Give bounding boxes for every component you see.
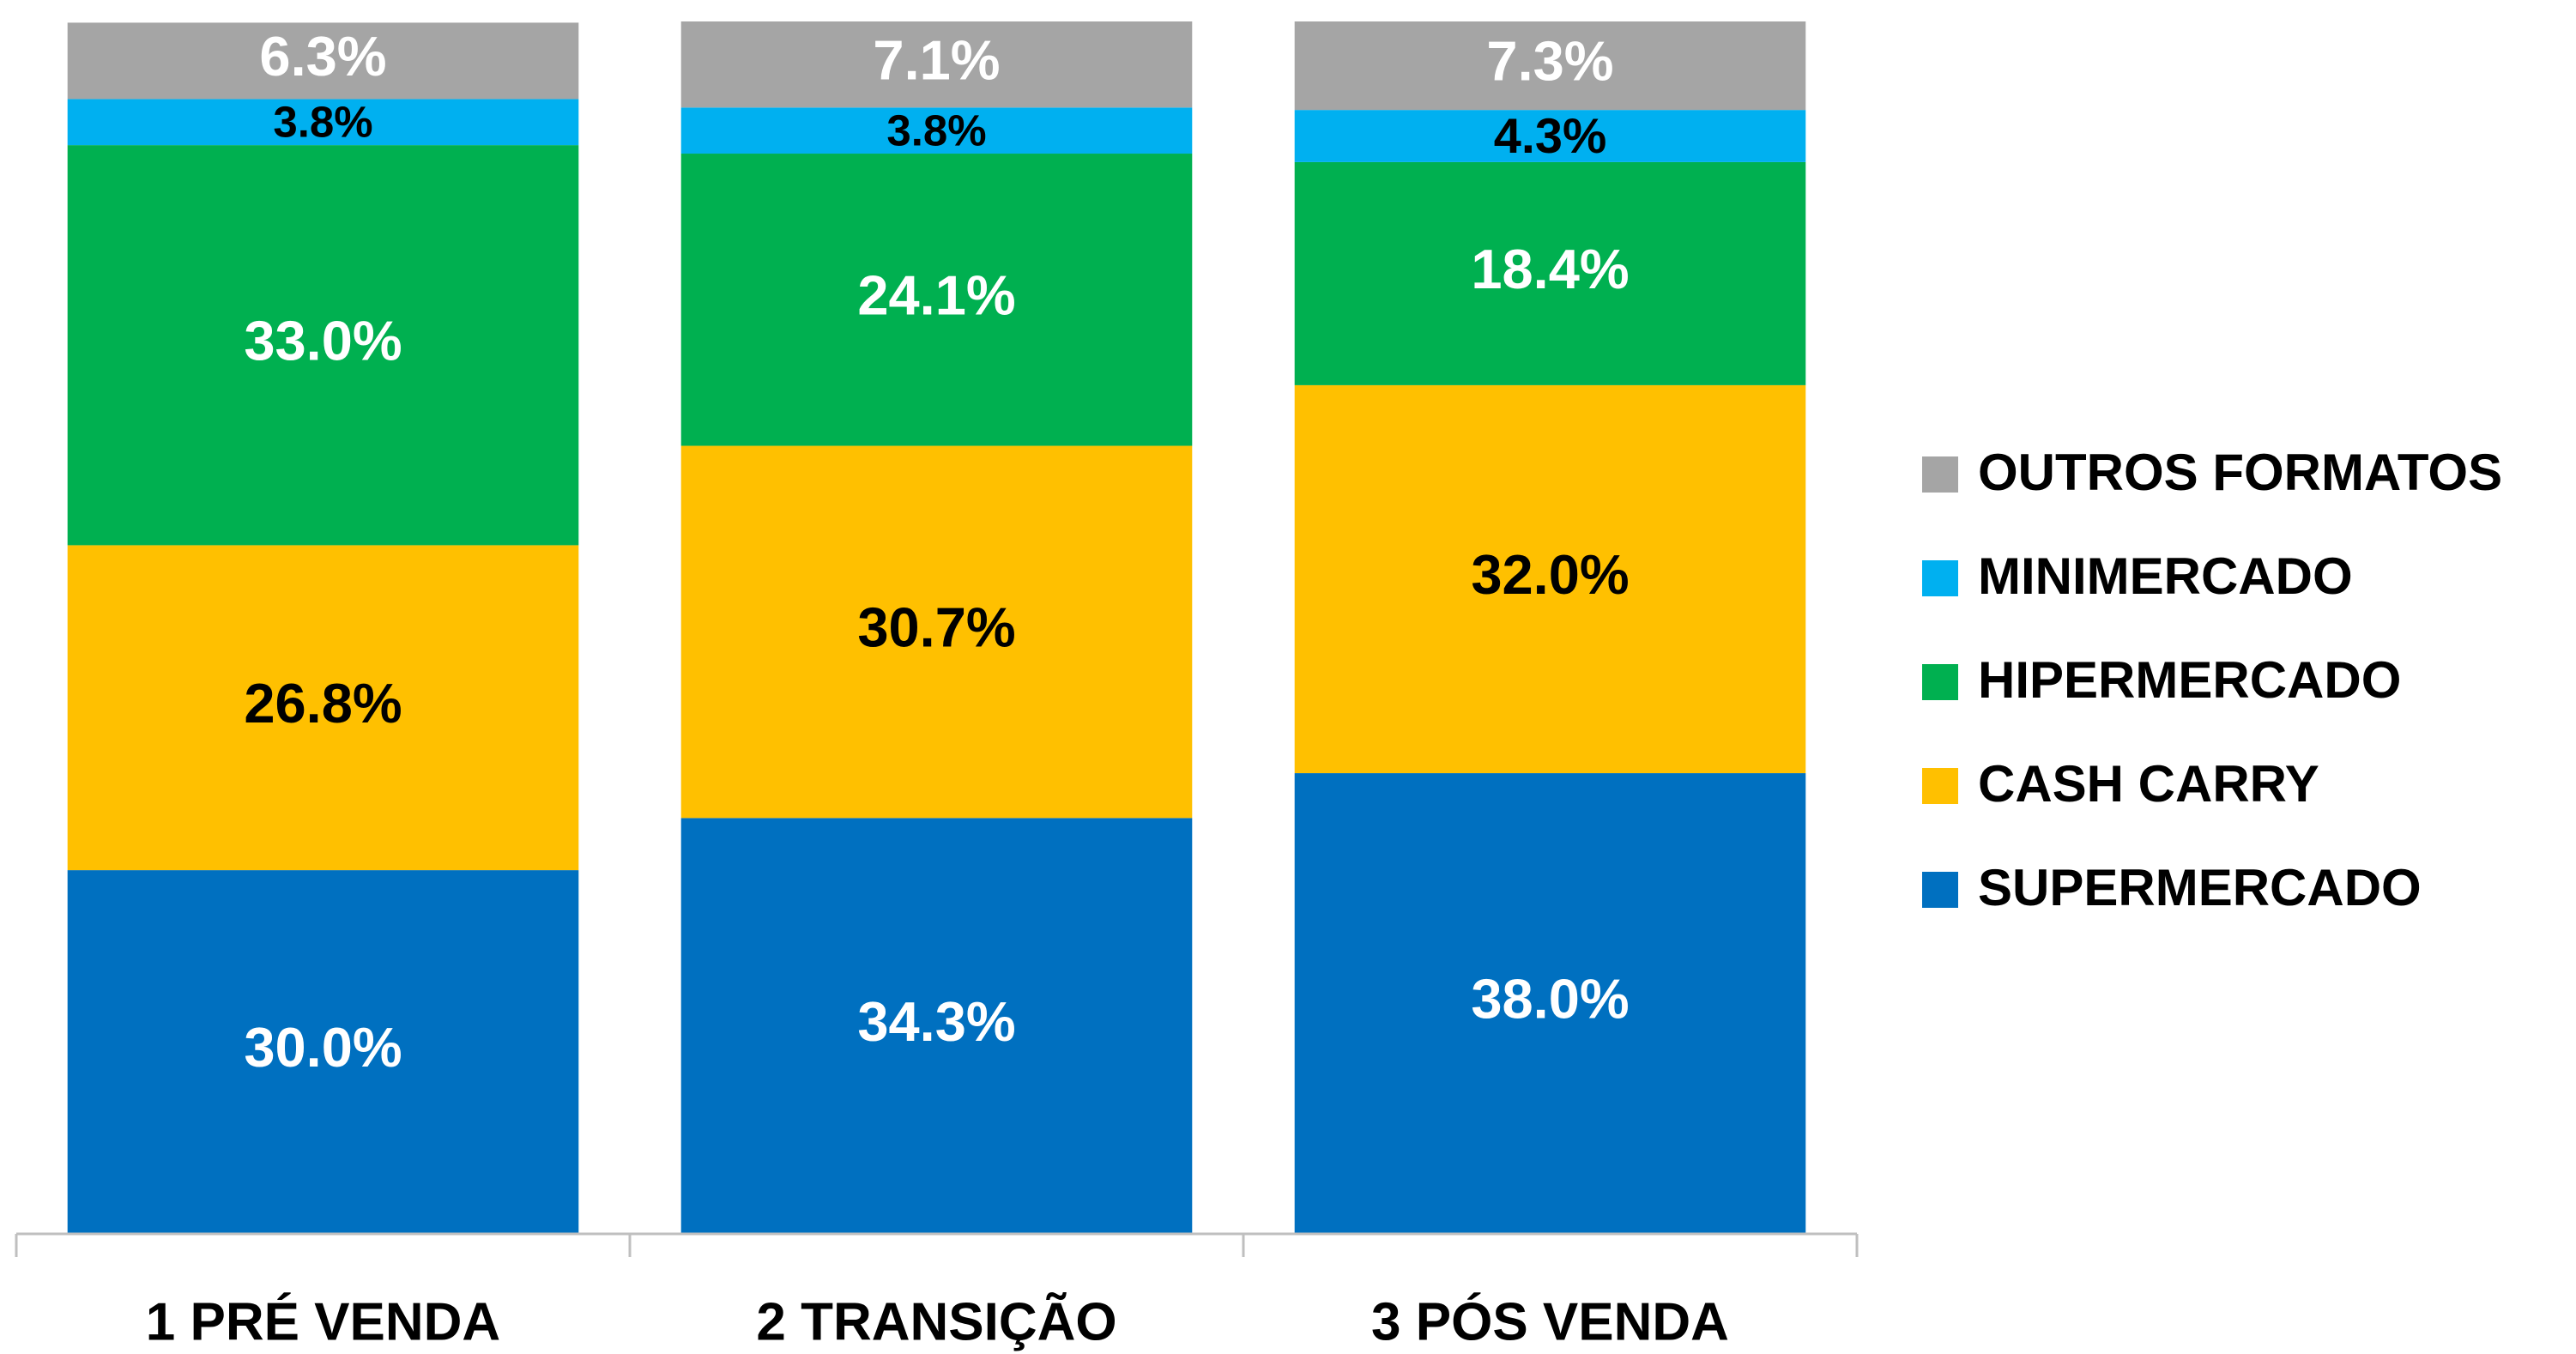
data-label: 6.3% bbox=[259, 25, 386, 88]
bar-segment bbox=[67, 545, 579, 871]
legend-label: MINIMERCADO bbox=[1978, 547, 2353, 605]
data-label: 18.4% bbox=[1471, 238, 1629, 300]
bar-segment bbox=[680, 818, 1193, 1234]
data-label: 32.0% bbox=[1471, 543, 1629, 606]
data-label: 34.3% bbox=[857, 990, 1015, 1053]
bar-segment bbox=[67, 22, 579, 100]
legend-swatch bbox=[1922, 872, 1958, 908]
bar-segment bbox=[680, 445, 1193, 819]
data-label: 26.8% bbox=[244, 672, 402, 734]
legend-swatch bbox=[1922, 664, 1958, 700]
bar-segment bbox=[67, 870, 579, 1234]
data-label: 30.7% bbox=[857, 596, 1015, 659]
legend-swatch bbox=[1922, 560, 1958, 596]
data-label: 38.0% bbox=[1471, 968, 1629, 1031]
bar-segment bbox=[680, 21, 1193, 108]
data-label: 24.1% bbox=[857, 263, 1015, 326]
data-label: 30.0% bbox=[244, 1016, 402, 1079]
data-label: 7.1% bbox=[873, 28, 1000, 91]
data-label: 4.3% bbox=[1494, 109, 1607, 164]
bar-segment bbox=[680, 154, 1193, 446]
legend-swatch bbox=[1922, 768, 1958, 804]
bar-segment bbox=[67, 99, 579, 146]
x-tick-label: 3 PÓS VENDA bbox=[1371, 1292, 1729, 1351]
data-label: 3.8% bbox=[273, 98, 372, 147]
x-tick-label: 2 TRANSIÇÃO bbox=[756, 1292, 1116, 1351]
bar-segment bbox=[67, 145, 579, 546]
x-tick-label: 1 PRÉ VENDA bbox=[146, 1292, 500, 1351]
bar-segment bbox=[1294, 773, 1806, 1234]
legend-label: OUTROS FORMATOS bbox=[1978, 444, 2502, 501]
bar-segment bbox=[1294, 21, 1806, 111]
data-label: 7.3% bbox=[1486, 30, 1613, 93]
legend-label: CASH CARRY bbox=[1978, 755, 2319, 813]
bar-segment bbox=[1294, 110, 1806, 162]
bar-segment bbox=[680, 107, 1193, 154]
data-label: 3.8% bbox=[886, 106, 986, 155]
data-label: 33.0% bbox=[244, 309, 402, 372]
legend-label: HIPERMERCADO bbox=[1978, 651, 2401, 709]
bar-segment bbox=[1294, 161, 1806, 385]
bar-segment bbox=[1294, 384, 1806, 774]
legend-label: SUPERMERCADO bbox=[1978, 859, 2422, 916]
legend-swatch bbox=[1922, 456, 1958, 493]
